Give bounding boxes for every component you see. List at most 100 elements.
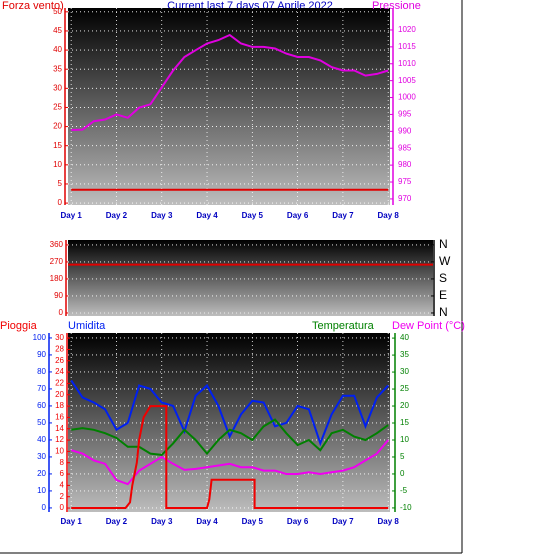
- y-tick-label: 35: [53, 64, 62, 73]
- y-tick-label: 20: [37, 469, 46, 478]
- y-tick-label: 45: [53, 26, 62, 35]
- y-tick-label: 40: [400, 333, 409, 342]
- x-tick-label: Day 7: [332, 517, 354, 526]
- y-tick-label: W: [439, 254, 451, 268]
- y-tick-label: 8: [60, 458, 65, 467]
- plot-area: [68, 8, 390, 205]
- y-tick-label: 80: [37, 367, 46, 376]
- y-tick-label: 970: [398, 194, 412, 203]
- series-line: [71, 405, 389, 509]
- x-tick-label: Day 7: [332, 211, 354, 220]
- y-tick-label: 0: [59, 308, 64, 317]
- y-tick-label: S: [439, 271, 447, 285]
- y-tick-label: 20: [400, 401, 409, 410]
- y-tick-label: 24: [55, 367, 64, 376]
- legend-label: Temperatura: [312, 320, 375, 332]
- series-line: [71, 418, 389, 456]
- y-tick-label: 0: [400, 469, 405, 478]
- y-tick-label: 35: [400, 350, 409, 359]
- y-tick-label: N: [439, 305, 448, 319]
- y-tick-label: 1020: [398, 25, 416, 34]
- x-tick-label: Day 2: [106, 211, 128, 220]
- y-tick-label: 30: [53, 83, 62, 92]
- y-tick-label: 28: [55, 345, 64, 354]
- y-tick-label: 2: [60, 492, 65, 501]
- x-tick-label: Day 6: [287, 517, 309, 526]
- y-tick-label: 975: [398, 177, 412, 186]
- y-tick-label: 50: [37, 418, 46, 427]
- y-tick-label: 14: [55, 424, 64, 433]
- y-tick-label: 4: [60, 480, 65, 489]
- plot-area: [68, 240, 433, 316]
- y-tick-label: 6: [60, 469, 65, 478]
- y-tick-label: 5: [58, 179, 63, 188]
- y-tick-label: 16: [55, 413, 64, 422]
- y-tick-label: 1010: [398, 59, 416, 68]
- y-tick-label: 90: [54, 291, 63, 300]
- y-tick-label: 25: [400, 384, 409, 393]
- series-line: [70, 439, 389, 486]
- x-tick-label: Day 6: [287, 211, 309, 220]
- y-tick-label: 30: [400, 367, 409, 376]
- y-tick-label: 30: [37, 452, 46, 461]
- chart-title: Current last 7 days 07 Aprile 2022: [167, 0, 333, 12]
- y-tick-label: 1005: [398, 76, 416, 85]
- y-tick-label: 990: [398, 126, 412, 135]
- y-tick-label: -5: [400, 486, 408, 495]
- y-tick-label: 15: [400, 418, 409, 427]
- y-tick-label: 1015: [398, 42, 416, 51]
- y-tick-label: 60: [37, 401, 46, 410]
- y-tick-label: 18: [55, 401, 64, 410]
- x-tick-label: Day 1: [60, 517, 82, 526]
- legend-label: Forza vento): [2, 0, 64, 12]
- x-tick-label: Day 1: [60, 211, 82, 220]
- y-tick-label: 70: [37, 384, 46, 393]
- legend-label: Pressione: [372, 0, 421, 12]
- y-tick-label: 26: [55, 356, 64, 365]
- legend-label: Pioggia: [0, 320, 38, 332]
- y-tick-label: 20: [53, 122, 62, 131]
- y-tick-label: 0: [60, 503, 65, 512]
- y-tick-label: 25: [53, 103, 62, 112]
- y-tick-label: 0: [58, 198, 63, 207]
- y-tick-label: 22: [55, 379, 64, 388]
- y-tick-label: 15: [53, 141, 62, 150]
- y-tick-label: 980: [398, 160, 412, 169]
- y-tick-label: 20: [55, 390, 64, 399]
- x-tick-label: Day 4: [196, 211, 218, 220]
- y-tick-label: 100: [33, 333, 47, 342]
- series-line: [70, 379, 389, 447]
- y-tick-label: 270: [50, 257, 64, 266]
- y-tick-label: 985: [398, 143, 412, 152]
- y-tick-label: 40: [53, 45, 62, 54]
- series-line: [71, 33, 389, 131]
- y-tick-label: 30: [55, 333, 64, 342]
- y-tick-label: 40: [37, 435, 46, 444]
- y-tick-label: 10: [55, 446, 64, 455]
- y-tick-label: 1000: [398, 93, 416, 102]
- y-tick-label: 995: [398, 110, 412, 119]
- y-tick-label: 12: [55, 435, 64, 444]
- x-tick-label: Day 2: [106, 517, 128, 526]
- y-tick-label: 10: [53, 160, 62, 169]
- x-tick-label: Day 3: [151, 517, 173, 526]
- x-tick-label: Day 3: [151, 211, 173, 220]
- y-tick-label: 10: [400, 435, 409, 444]
- x-tick-label: Day 5: [242, 211, 264, 220]
- y-tick-label: 90: [37, 350, 46, 359]
- y-tick-label: E: [439, 288, 447, 302]
- legend-label: Dew Point (°C): [392, 320, 465, 332]
- x-tick-label: Day 4: [196, 517, 218, 526]
- y-tick-label: 10: [37, 486, 46, 495]
- y-tick-label: -10: [400, 503, 412, 512]
- y-tick-label: N: [439, 237, 448, 251]
- y-tick-label: 50: [53, 7, 62, 16]
- legend-label: Umidita: [68, 320, 106, 332]
- x-tick-label: Day 8: [378, 211, 400, 220]
- y-tick-label: 180: [50, 274, 64, 283]
- x-tick-label: Day 5: [242, 517, 264, 526]
- y-tick-label: 360: [50, 240, 64, 249]
- y-tick-label: 0: [42, 503, 47, 512]
- x-tick-label: Day 8: [378, 517, 400, 526]
